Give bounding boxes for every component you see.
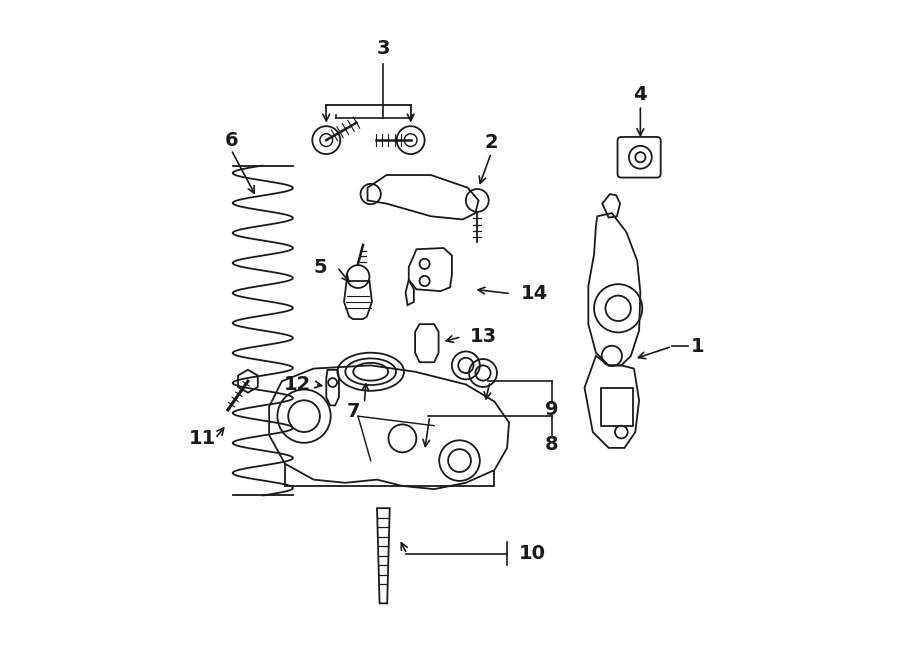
Text: 13: 13 bbox=[470, 327, 497, 346]
Text: 12: 12 bbox=[284, 375, 311, 394]
Text: 14: 14 bbox=[521, 284, 548, 303]
Text: 8: 8 bbox=[544, 435, 558, 454]
Text: 9: 9 bbox=[544, 401, 558, 419]
Text: 1: 1 bbox=[690, 337, 705, 356]
Text: 7: 7 bbox=[346, 402, 360, 420]
Text: 6: 6 bbox=[224, 131, 238, 149]
Text: 5: 5 bbox=[313, 258, 327, 276]
Text: 10: 10 bbox=[518, 545, 545, 563]
Text: 2: 2 bbox=[484, 133, 498, 151]
Text: 4: 4 bbox=[634, 85, 647, 104]
Text: 3: 3 bbox=[376, 38, 390, 58]
Text: 11: 11 bbox=[189, 429, 216, 448]
